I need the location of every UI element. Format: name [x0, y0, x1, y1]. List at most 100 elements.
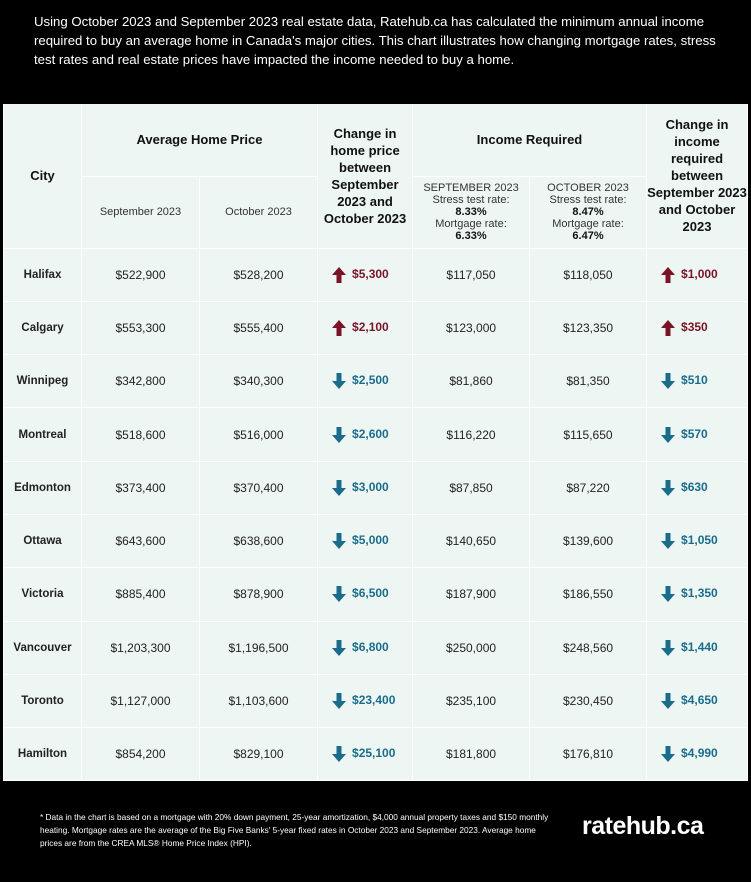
price-change-cell: $3,000 — [317, 460, 414, 515]
income-sep-stress-label: Stress test rate: — [432, 194, 510, 206]
income-september-cell: $123,000 — [412, 300, 531, 356]
arrow-down-icon — [332, 426, 347, 443]
income-october-cell: $118,050 — [529, 247, 648, 302]
income-sep-mortgage-label: Mortgage rate: — [435, 218, 507, 230]
income-october-cell: $176,810 — [529, 727, 648, 782]
income-oct-stress-value: 8.47% — [572, 206, 604, 218]
price-october-cell: $878,900 — [198, 567, 319, 622]
price-change-cell: $2,600 — [317, 407, 414, 462]
income-change-cell: $1,350 — [646, 567, 749, 622]
income-change-cell: $570 — [646, 407, 749, 462]
arrow-down-icon — [332, 639, 347, 656]
city-cell: Vancouver — [3, 620, 82, 675]
income-september-cell: $81,860 — [412, 354, 531, 409]
table-row: Vancouver $1,203,300 $1,196,500 $6,800 $250,… — [3, 620, 749, 675]
change-value: $350 — [681, 320, 708, 335]
income-change-cell: $1,000 — [646, 247, 749, 302]
city-cell: Calgary — [3, 300, 82, 356]
price-october-cell: $1,103,600 — [198, 673, 319, 729]
income-change-cell: $1,050 — [646, 513, 749, 569]
change-value: $2,500 — [352, 373, 389, 388]
change-value: $5,000 — [352, 533, 389, 548]
price-september-cell: $522,900 — [81, 247, 200, 302]
change-value: $1,350 — [681, 586, 718, 601]
price-october-cell: $516,000 — [198, 407, 319, 462]
header-income-october: OCTOBER 2023 Stress test rate: 8.47% Mor… — [529, 175, 648, 249]
arrow-down-icon — [332, 586, 347, 603]
intro-text: Using October 2023 and September 2023 re… — [34, 14, 716, 67]
price-september-cell: $643,600 — [81, 513, 200, 569]
city-cell: Edmonton — [3, 460, 82, 515]
header-average-home-price: Average Home Price — [80, 104, 319, 177]
price-september-cell: $342,800 — [81, 354, 200, 409]
arrow-down-icon — [661, 373, 676, 390]
change-value: $4,650 — [681, 693, 718, 708]
price-change-cell: $23,400 — [317, 673, 414, 729]
income-october-cell: $139,600 — [529, 513, 648, 569]
price-change-cell: $6,800 — [317, 620, 414, 675]
arrow-down-icon — [661, 693, 676, 710]
table-row: Victoria $885,400 $878,900 $6,500 $187,900 $1… — [3, 567, 749, 622]
income-change-cell: $4,650 — [646, 673, 749, 729]
change-value: $6,800 — [352, 639, 389, 654]
arrow-down-icon — [661, 479, 676, 496]
table-row: Toronto $1,127,000 $1,103,600 $23,400 $235,1… — [3, 673, 749, 729]
price-change-cell: $5,000 — [317, 513, 414, 569]
arrow-down-icon — [332, 479, 347, 496]
change-value: $1,000 — [681, 266, 718, 281]
income-september-cell: $140,650 — [412, 513, 531, 569]
income-october-cell: $230,450 — [529, 673, 648, 729]
income-sep-mortgage-value: 6.33% — [455, 230, 487, 242]
income-october-cell: $186,550 — [529, 567, 648, 622]
income-change-cell: $1,440 — [646, 620, 749, 675]
city-cell: Ottawa — [3, 513, 82, 569]
change-value: $5,300 — [352, 266, 389, 281]
price-october-cell: $370,400 — [198, 460, 319, 515]
price-september-cell: $373,400 — [81, 460, 200, 515]
arrow-up-icon — [661, 319, 676, 336]
income-october-cell: $123,350 — [529, 300, 648, 356]
price-september-cell: $518,600 — [81, 407, 200, 462]
price-change-cell: $5,300 — [317, 247, 414, 302]
income-sep-stress-value: 8.33% — [455, 206, 487, 218]
arrow-down-icon — [661, 586, 676, 603]
income-october-cell: $87,220 — [529, 460, 648, 515]
arrow-down-icon — [661, 426, 676, 443]
price-september-cell: $854,200 — [81, 727, 200, 782]
arrow-down-icon — [661, 639, 676, 656]
income-change-cell: $510 — [646, 354, 749, 409]
header-city: City — [3, 104, 82, 249]
header-income-change: Change in income required between Septem… — [646, 104, 749, 249]
footer: * Data in the chart is based on a mortga… — [0, 781, 751, 882]
header-price-change: Change in home price between September 2… — [317, 104, 414, 249]
city-cell: Hamilton — [3, 727, 82, 782]
price-october-cell: $555,400 — [198, 300, 319, 356]
change-value: $23,400 — [352, 693, 396, 708]
city-cell: Halifax — [3, 247, 82, 302]
arrow-down-icon — [332, 533, 347, 550]
arrow-down-icon — [332, 693, 347, 710]
income-table: City Average Home Price Change in home p… — [3, 104, 749, 782]
city-cell: Montreal — [3, 407, 82, 462]
arrow-up-icon — [332, 319, 347, 336]
price-change-cell: $2,100 — [317, 300, 414, 356]
price-october-cell: $638,600 — [198, 513, 319, 569]
price-september-cell: $1,127,000 — [81, 673, 200, 729]
price-october-cell: $1,196,500 — [198, 620, 319, 675]
change-value: $1,440 — [681, 639, 718, 654]
price-october-cell: $340,300 — [198, 354, 319, 409]
income-oct-stress-label: Stress test rate: — [549, 194, 627, 206]
price-september-cell: $885,400 — [81, 567, 200, 622]
city-cell: Winnipeg — [3, 354, 82, 409]
income-september-cell: $87,850 — [412, 460, 531, 515]
income-oct-mortgage-label: Mortgage rate: — [552, 218, 624, 230]
change-value: $25,100 — [352, 746, 396, 761]
change-value: $6,500 — [352, 586, 389, 601]
price-october-cell: $528,200 — [198, 247, 319, 302]
arrow-down-icon — [332, 373, 347, 390]
change-value: $570 — [681, 426, 708, 441]
header-income-september: SEPTEMBER 2023 Stress test rate: 8.33% M… — [412, 175, 531, 249]
income-change-cell: $630 — [646, 460, 749, 515]
price-october-cell: $829,100 — [198, 727, 319, 782]
change-value: $4,990 — [681, 746, 718, 761]
